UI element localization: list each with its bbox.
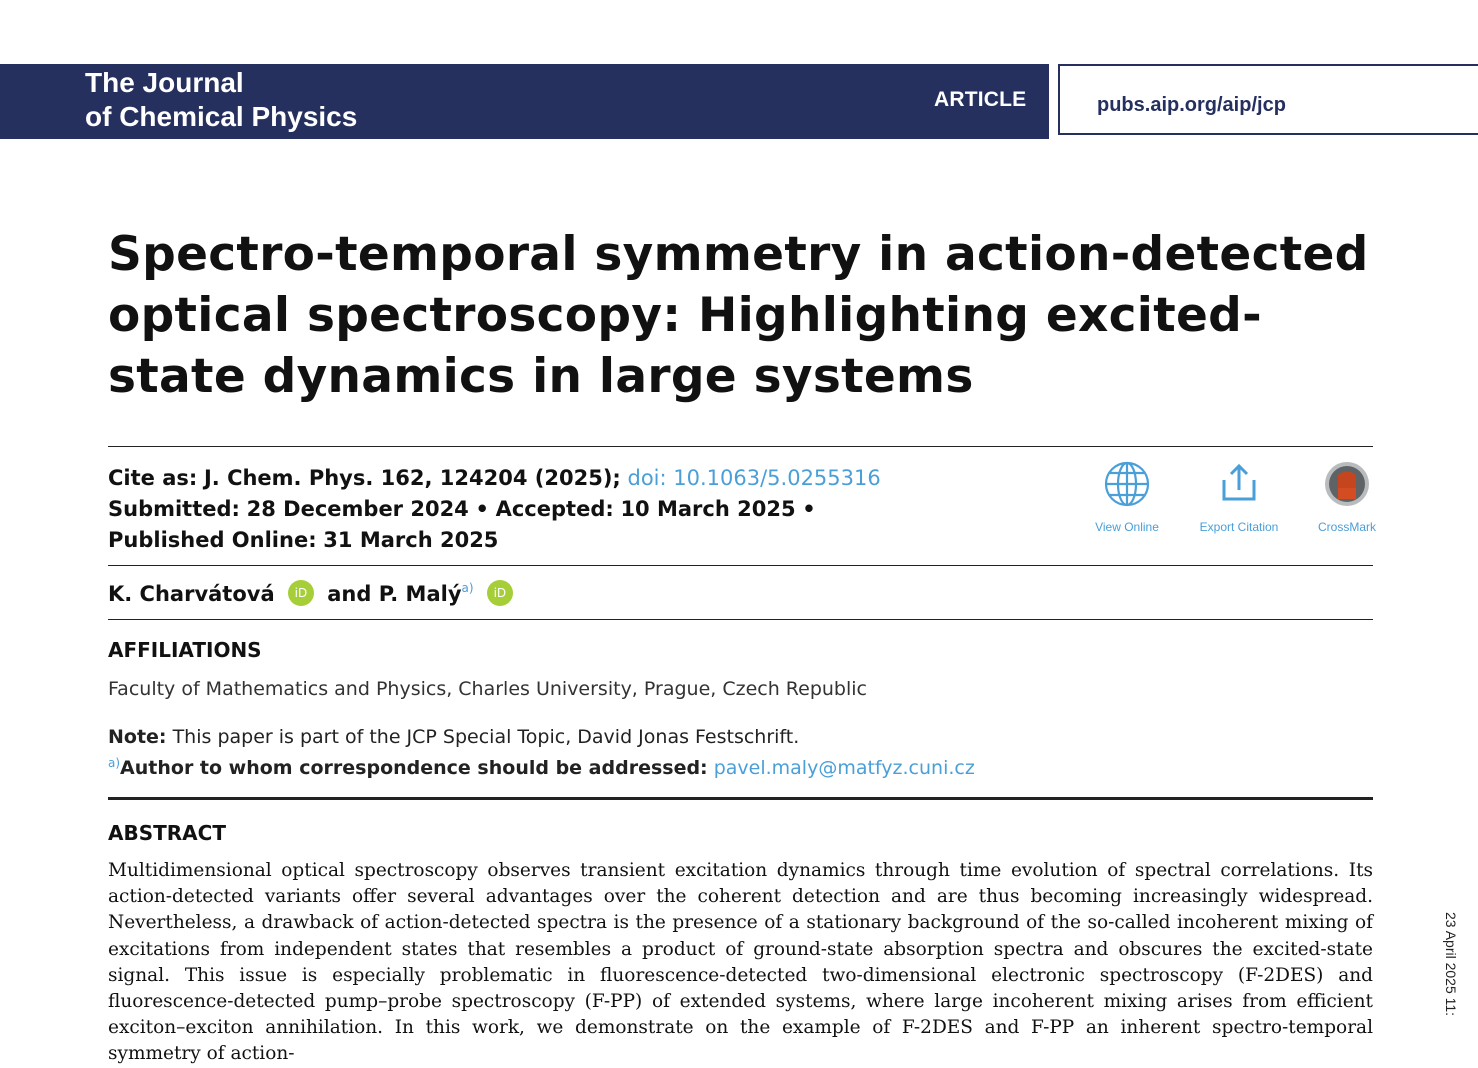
note-label: Note: <box>108 726 167 748</box>
author-name[interactable]: P. Malý <box>378 582 462 606</box>
view-online-button[interactable]: View Online <box>1072 460 1182 534</box>
abstract-text: Multidimensional optical spectroscopy ob… <box>108 860 1373 1065</box>
author-list: K. Charvátová iD and P. Malýa) iD <box>108 580 519 606</box>
accepted-label: Accepted: <box>495 497 614 521</box>
email-link[interactable]: pavel.maly@matfyz.cuni.cz <box>713 757 975 779</box>
submitted-date: 28 December 2024 <box>246 497 469 521</box>
corr-label: Author to whom correspondence should be … <box>120 757 708 779</box>
view-online-label: View Online <box>1095 520 1159 534</box>
globe-icon <box>1104 461 1150 507</box>
affiliation-text: Faculty of Mathematics and Physics, Char… <box>108 678 867 700</box>
published-date: 31 March 2025 <box>323 528 499 552</box>
author-conjunction: and <box>327 582 372 606</box>
orcid-icon[interactable]: iD <box>287 580 314 606</box>
export-citation-button[interactable]: Export Citation <box>1184 460 1294 534</box>
divider <box>108 619 1373 620</box>
note-text: This paper is part of the JCP Special To… <box>172 726 800 748</box>
affiliations-heading: AFFILIATIONS <box>108 638 262 662</box>
download-date-stamp: 23 April 2025 11: <box>1443 912 1459 1017</box>
divider <box>108 797 1373 800</box>
journal-url-box[interactable]: pubs.aip.org/aip/jcp <box>1058 64 1478 135</box>
journal-url-link[interactable]: pubs.aip.org/aip/jcp <box>1097 94 1286 116</box>
abstract-heading: ABSTRACT <box>108 821 226 845</box>
crossmark-icon <box>1325 462 1369 506</box>
crossmark-label: CrossMark <box>1317 520 1376 534</box>
author-name[interactable]: K. Charvátová <box>108 582 275 606</box>
date-separator: • <box>802 497 816 521</box>
journal-banner: The Journal of Chemical Physics ARTICLE <box>0 64 1049 139</box>
submitted-label: Submitted: <box>108 497 240 521</box>
article-type-label: ARTICLE <box>934 88 1027 111</box>
orcid-icon[interactable]: iD <box>486 580 513 606</box>
journal-name-line2: of Chemical Physics <box>85 101 358 132</box>
divider <box>108 446 1373 447</box>
accepted-date: 10 March 2025 <box>620 497 796 521</box>
journal-name-line1: The Journal <box>85 67 244 98</box>
article-title: Spectro-temporal symmetry in action-dete… <box>108 227 1369 404</box>
date-separator: • <box>475 497 489 521</box>
author-footnote-marker: a) <box>461 581 474 595</box>
export-citation-label: Export Citation <box>1199 520 1279 534</box>
corr-footnote-marker: a) <box>108 756 121 770</box>
crossmark-button[interactable]: CrossMark <box>1292 460 1402 534</box>
divider <box>108 565 1373 566</box>
cite-label: Cite as: <box>108 466 198 490</box>
citation-block: Cite as: J. Chem. Phys. 162, 124204 (202… <box>108 463 881 556</box>
export-icon <box>1222 463 1256 501</box>
published-label: Published Online: <box>108 528 317 552</box>
journal-name[interactable]: The Journal of Chemical Physics <box>85 66 357 134</box>
doi-link[interactable]: doi: 10.1063/5.0255316 <box>627 466 881 490</box>
cite-value: J. Chem. Phys. 162, 124204 (2025); <box>203 466 621 490</box>
note-block: Note: This paper is part of the JCP Spec… <box>108 724 975 781</box>
